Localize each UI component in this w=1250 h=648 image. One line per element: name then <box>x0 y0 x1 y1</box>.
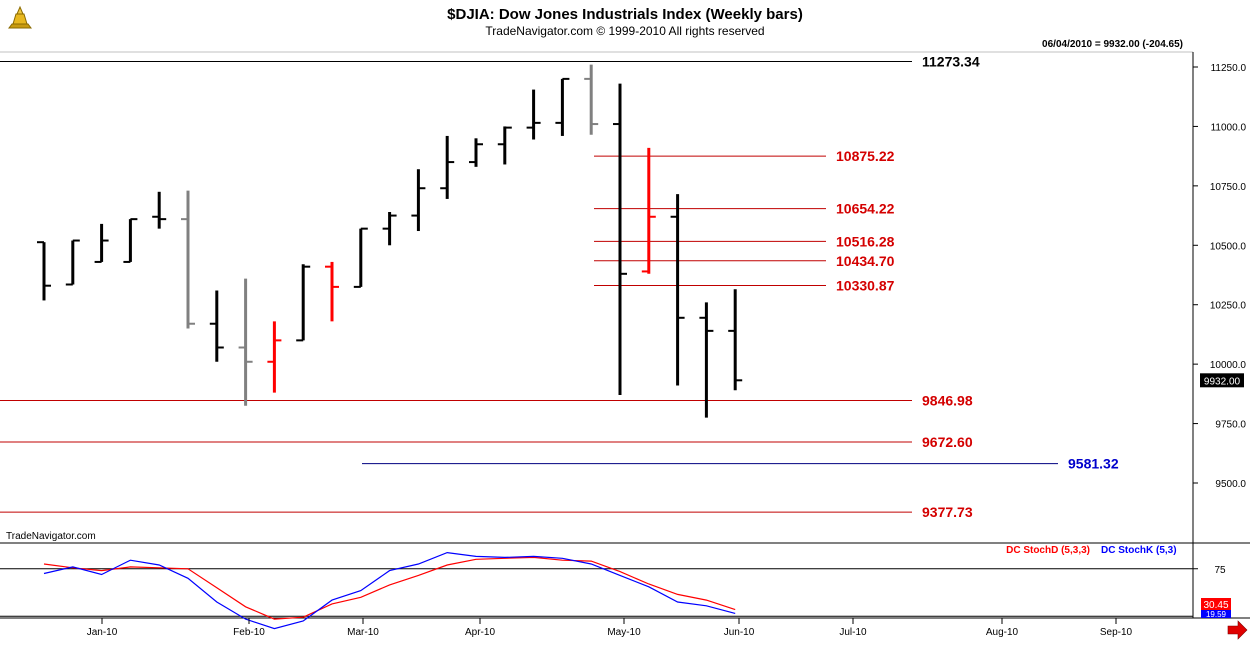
copyright-subtitle: TradeNavigator.com © 1999-2010 All right… <box>485 24 764 38</box>
price-tick-label: 10250.0 <box>1210 301 1247 312</box>
price-tick-label: 11250.0 <box>1211 63 1247 74</box>
level-label: 11273.34 <box>922 53 980 69</box>
legend-stoch-k: DC StochK (5,3) <box>1101 545 1177 556</box>
level-label: 10516.28 <box>836 233 895 249</box>
legend-stoch-d: DC StochD (5,3,3) <box>1006 545 1090 556</box>
level-label: 10434.70 <box>836 253 895 269</box>
time-tick-label: Mar-10 <box>347 627 379 638</box>
level-label: 10330.87 <box>836 277 895 293</box>
level-lines: 11273.34 10875.22 10654.22 10516.28 10434.70… <box>0 53 1119 520</box>
stoch-d-last-box <box>1201 598 1231 610</box>
last-price-label: 9932.00 <box>1204 376 1241 387</box>
trade-navigator-logo-icon[interactable] <box>5 5 35 35</box>
scroll-right-arrow-icon[interactable] <box>1227 620 1248 640</box>
price-tick-label: 11000.0 <box>1211 122 1247 133</box>
time-tick-label: Jan-10 <box>87 627 118 638</box>
last-price-box <box>1200 373 1244 388</box>
price-bars <box>37 64 743 418</box>
price-tick-label: 9750.0 <box>1215 420 1246 431</box>
level-label: 9672.60 <box>922 434 973 450</box>
time-tick-label: Jul-10 <box>839 627 867 638</box>
level-label: 10875.22 <box>836 148 895 164</box>
chart-title: $DJIA: Dow Jones Industrials Index (Week… <box>447 6 803 23</box>
price-tick-label: 10500.0 <box>1210 241 1247 252</box>
time-axis: Jan-10 Feb-10 Mar-10 Apr-10 May-10 Jun-10 Jul-… <box>87 618 1133 638</box>
status-readout: 06/04/2010 = 9932.00 (-204.65) <box>1042 39 1183 50</box>
time-tick-label: Apr-10 <box>465 627 495 638</box>
time-tick-label: Feb-10 <box>233 627 265 638</box>
level-label: 10654.22 <box>836 201 895 217</box>
stoch-k-last-box <box>1201 610 1231 618</box>
stoch-tick-label: 75 <box>1214 565 1226 576</box>
price-tick-label: 10000.0 <box>1210 360 1247 371</box>
price-tick-label: 9500.0 <box>1215 479 1246 490</box>
stoch-d-last-value: 30.45 <box>1203 600 1228 611</box>
stoch-k-line <box>43 551 736 630</box>
price-tick-label: 10750.0 <box>1210 182 1247 193</box>
price-axis: 11250.0 11000.0 10750.0 10500.0 10250.0 10000… <box>1193 63 1246 490</box>
time-tick-label: Sep-10 <box>1100 627 1133 638</box>
main-panel-frame <box>0 51 1250 544</box>
stochastic-panel: 75 DC StochD (5,3,3) DC StochK (5,3) 30.451… <box>0 545 1231 630</box>
stoch-k-last-value: 19.59 <box>1206 610 1227 619</box>
level-label: 9377.73 <box>922 504 973 520</box>
time-tick-label: Aug-10 <box>986 627 1019 638</box>
time-tick-label: Jun-10 <box>724 627 755 638</box>
level-label: 9581.32 <box>1068 456 1119 472</box>
stoch-d-line <box>43 556 736 620</box>
time-tick-label: May-10 <box>607 627 641 638</box>
level-label: 9846.98 <box>922 393 973 409</box>
watermark-text: TradeNavigator.com <box>6 531 96 542</box>
stoch-panel-frame <box>0 543 1250 619</box>
